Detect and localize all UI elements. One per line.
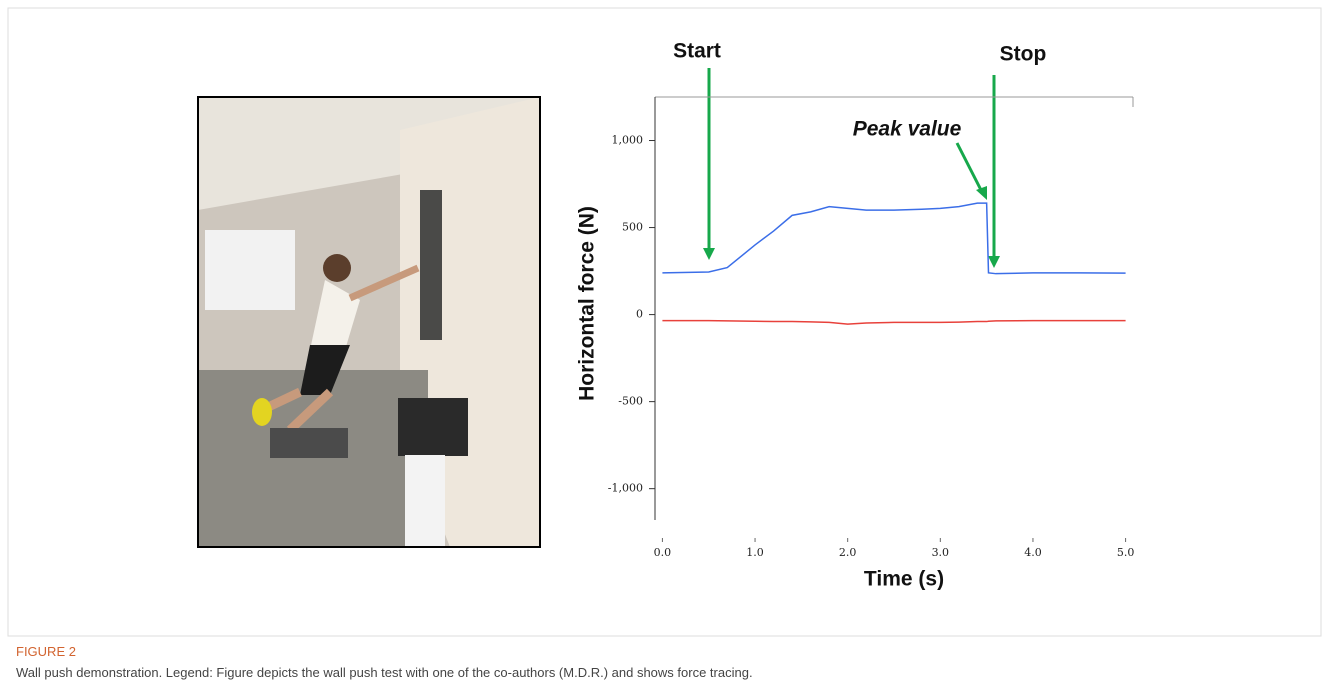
- annotation-stop: Stop: [1000, 43, 1047, 66]
- annotations: Start Stop Peak value: [673, 40, 1046, 268]
- x-tick-label: 3.0: [932, 546, 950, 559]
- figure: Start Stop Peak value -1,000 -500 0 500 1,00…: [7, 7, 1322, 637]
- y-tick-label: 1,000: [612, 134, 644, 147]
- y-tick-label: 500: [622, 221, 643, 234]
- line-series: [662, 319, 1126, 325]
- annotation-peak: Peak value: [853, 118, 962, 141]
- photo: [197, 96, 541, 548]
- line-series: [662, 202, 1126, 275]
- figure-label: FIGURE 2: [16, 644, 76, 659]
- figure-frame: [7, 7, 1322, 637]
- arrow-head: [988, 256, 1000, 268]
- arrow-head: [703, 248, 715, 260]
- y-tick-label: 0: [636, 308, 643, 321]
- x-tick-label: 5.0: [1117, 546, 1135, 559]
- y-axis-label: Horizontal force (N): [576, 206, 599, 401]
- plot: -1,000 -500 0 500 1,000 0.0 1.0 2.0 3.0 4.0 5.0 Tim…: [576, 96, 1135, 591]
- arrow: [955, 142, 984, 193]
- y-tick-label: -1,000: [608, 482, 643, 495]
- x-tick-label: 2.0: [839, 546, 857, 559]
- x-axis-label: Time (s): [864, 568, 944, 591]
- x-tick-label: 1.0: [746, 546, 764, 559]
- arrow-head: [976, 186, 987, 200]
- y-tick-label: -500: [618, 395, 643, 408]
- x-tick-label: 4.0: [1024, 546, 1042, 559]
- annotation-start: Start: [673, 40, 721, 63]
- x-tick-label: 0.0: [654, 546, 672, 559]
- figure-caption: Wall push demonstration. Legend: Figure …: [16, 665, 753, 680]
